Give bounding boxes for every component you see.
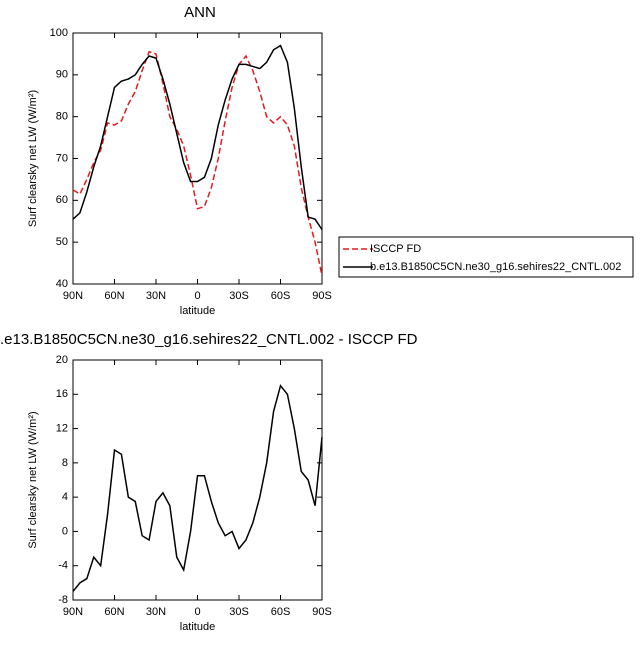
y-tick-label: 12 [56, 422, 68, 434]
x-tick-label: 90N [63, 290, 83, 302]
data-line [72, 50, 323, 276]
y-tick-label: 90 [56, 69, 68, 81]
data-line [72, 44, 323, 231]
x-tick-label: 60S [271, 606, 291, 618]
x-tick-label: 30N [146, 290, 166, 302]
plot-frame [72, 32, 323, 285]
x-tick-label: 60S [271, 290, 291, 302]
y-tick-label: 20 [56, 354, 68, 366]
y-tick-label: 70 [56, 152, 68, 164]
x-tick-label: 90S [312, 606, 332, 618]
x-tick-label: 60N [104, 606, 124, 618]
legend-box [338, 236, 634, 278]
y-tick-label: 50 [56, 236, 68, 248]
y-axis-label: Surf clearsky net LW (W/m²) [27, 411, 39, 548]
chart-title: ANN [184, 4, 216, 21]
y-tick-label: 8 [62, 457, 68, 469]
y-tick-label: 100 [50, 27, 68, 39]
x-tick-label: 30S [229, 290, 249, 302]
x-tick-label: 90N [63, 606, 83, 618]
y-axis-label: Surf clearsky net LW (W/m²) [27, 90, 39, 227]
x-axis-label: latitude [180, 621, 215, 633]
y-tick-label: 60 [56, 194, 68, 206]
x-tick-label: 30S [229, 606, 249, 618]
chart-title: .e13.B1850C5CN.ne30_g16.sehires22_CNTL.0… [0, 331, 418, 348]
data-line [72, 384, 323, 592]
x-axis-label: latitude [180, 305, 215, 317]
legend-label: ISCCP FD [370, 243, 421, 255]
y-tick-label: 4 [62, 491, 68, 503]
x-tick-label: 0 [194, 290, 200, 302]
x-tick-label: 60N [104, 290, 124, 302]
x-tick-label: 30N [146, 606, 166, 618]
y-tick-label: 80 [56, 111, 68, 123]
legend-label: b.e13.B1850C5CN.ne30_g16.sehires22_CNTL.… [370, 261, 621, 273]
y-tick-label: 16 [56, 388, 68, 400]
x-tick-label: 90S [312, 290, 332, 302]
y-tick-label: -8 [58, 594, 68, 606]
x-tick-label: 0 [194, 606, 200, 618]
y-tick-label: -4 [58, 560, 68, 572]
y-tick-label: 40 [56, 278, 68, 290]
y-tick-label: 0 [62, 525, 68, 537]
